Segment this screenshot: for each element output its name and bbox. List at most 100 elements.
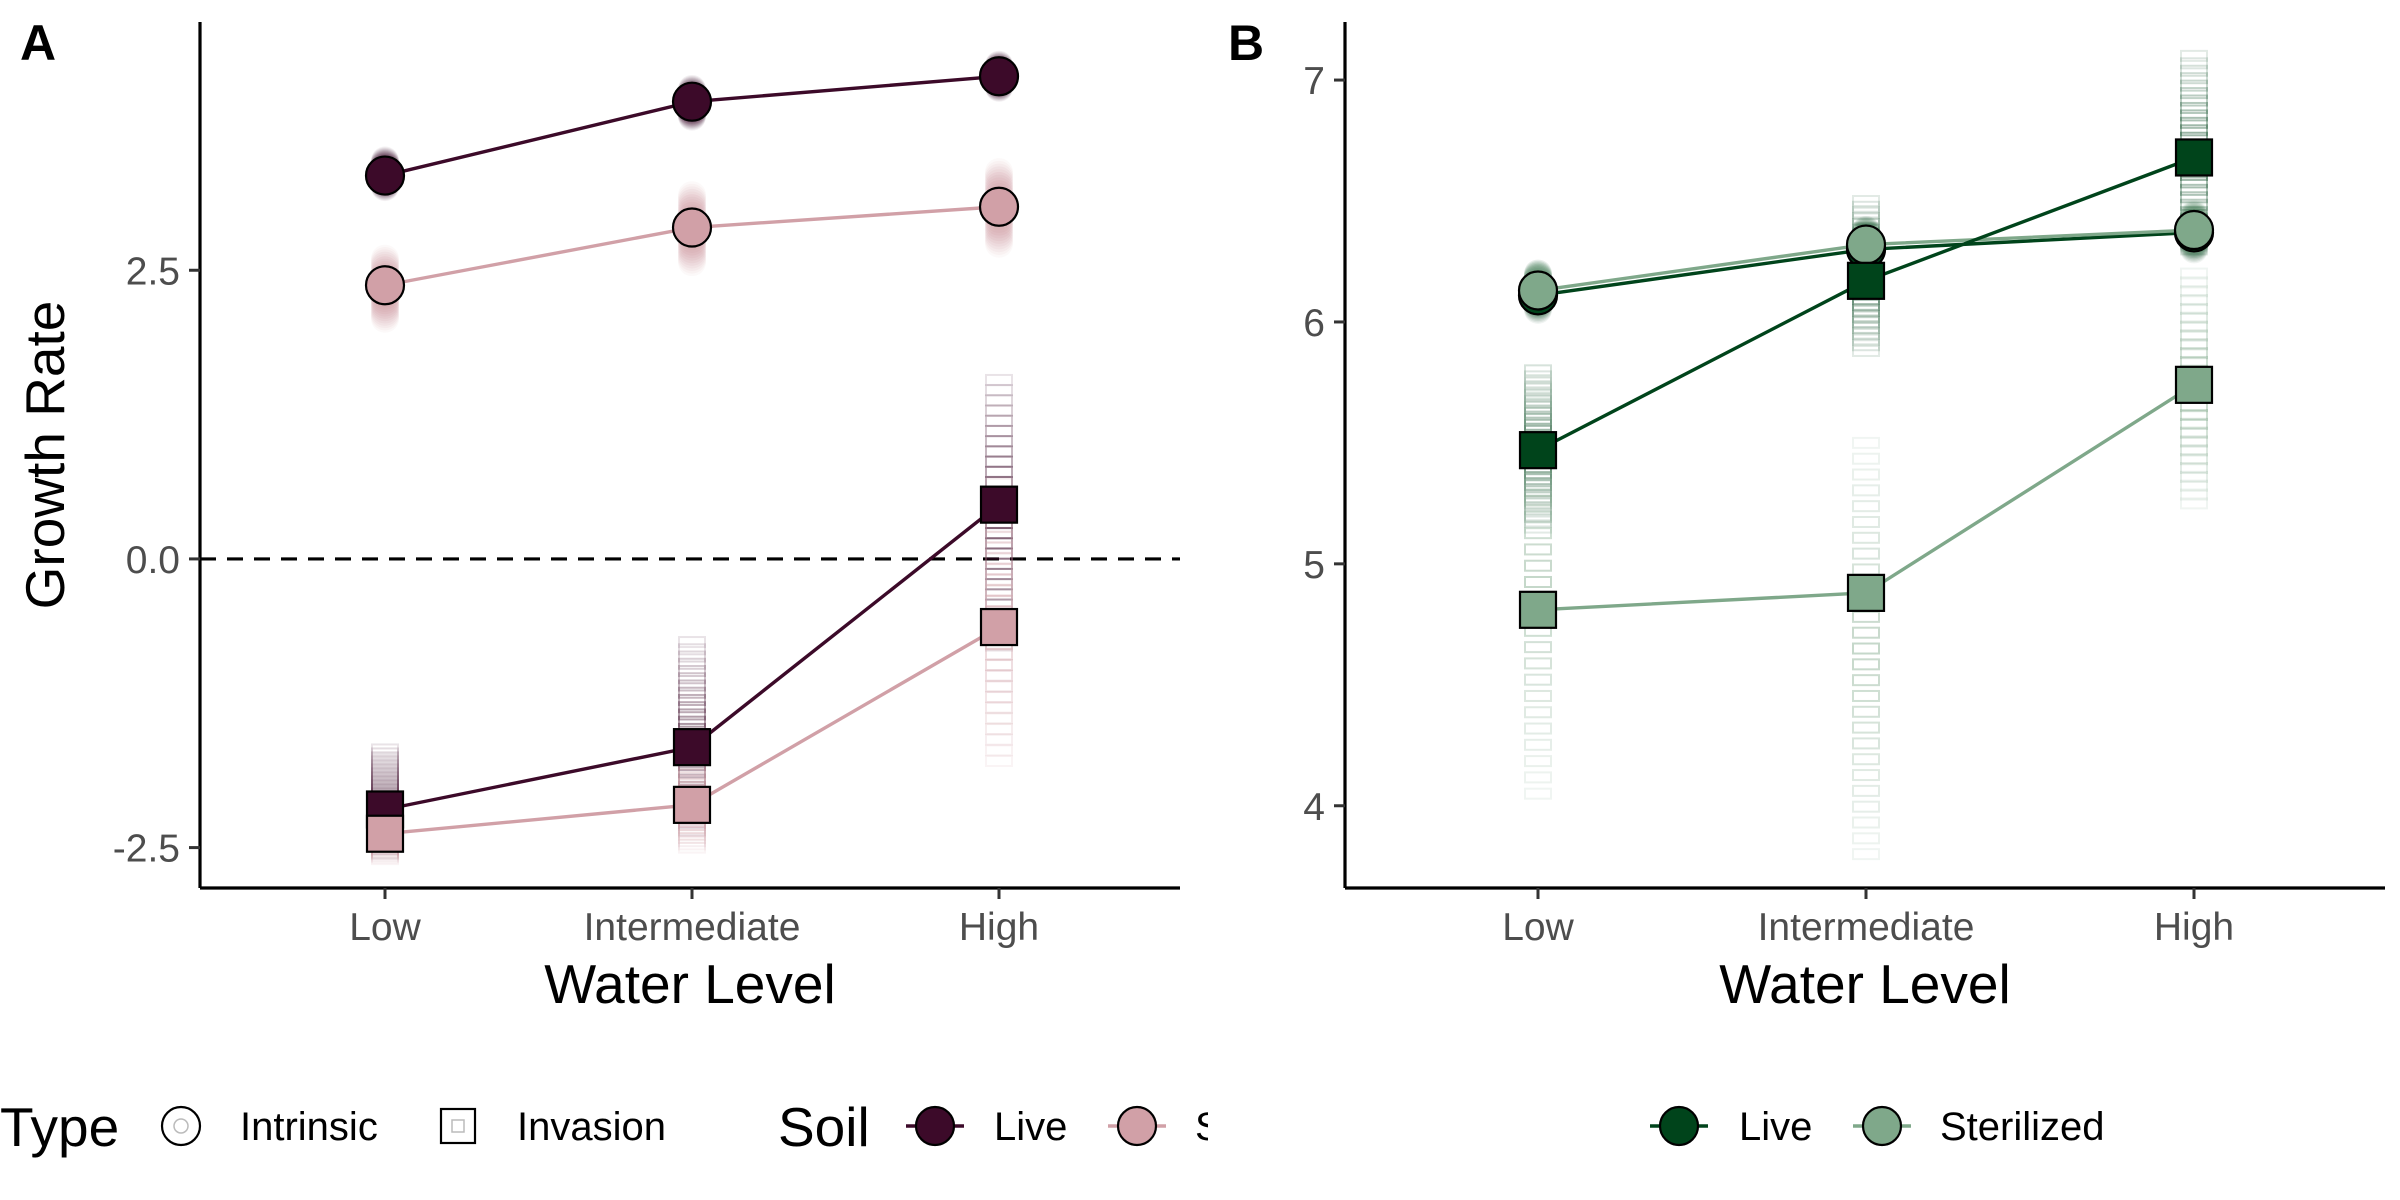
mean-point-live-invasion	[672, 728, 712, 767]
sample-point	[1852, 333, 1880, 346]
sample-band-group-sterilized-invasion	[1524, 267, 2208, 861]
sample-point	[1524, 527, 1552, 540]
sample-point	[1524, 485, 1552, 498]
sample-point	[1852, 339, 1880, 352]
legend-key-live	[914, 1105, 956, 1147]
sample-point	[2180, 57, 2208, 70]
sample-point	[1852, 310, 1880, 323]
sample-point	[1852, 705, 1880, 718]
sample-point	[678, 665, 706, 678]
sample-point	[2180, 109, 2208, 122]
sample-point	[985, 527, 1013, 540]
mean-point-live-intrinsic	[364, 155, 406, 196]
sample-point	[1852, 500, 1880, 513]
sample-point	[678, 186, 706, 215]
sample-point	[2180, 453, 2208, 466]
legend-key-sterilized	[1861, 1105, 1903, 1147]
sample-point	[985, 588, 1013, 601]
sample-point	[1524, 376, 1552, 389]
legend-key-sterilized	[1116, 1105, 1158, 1147]
sample-point	[1524, 473, 1552, 486]
mean-point-sterilized-invasion	[979, 607, 1019, 647]
sample-point	[1524, 706, 1552, 719]
sample-point	[985, 648, 1013, 661]
sample-point	[985, 541, 1013, 554]
sample-point	[2180, 124, 2208, 137]
sample-point	[371, 751, 399, 764]
sample-point	[678, 693, 706, 706]
sample-point	[2180, 285, 2208, 298]
sample-point	[2180, 444, 2208, 457]
sample-point	[1524, 413, 1552, 426]
sample-point	[2180, 497, 2208, 510]
sample-point	[1852, 327, 1880, 340]
legend-key-intrinsic-inner	[173, 1118, 189, 1134]
sample-point	[678, 643, 706, 656]
sample-point	[678, 773, 706, 786]
sample-point	[678, 701, 706, 714]
sample-point	[2180, 417, 2208, 430]
sample-point	[1524, 509, 1552, 522]
sample-point	[1852, 721, 1880, 734]
sample-point	[371, 300, 399, 329]
sample-point	[678, 181, 706, 210]
sample-point	[985, 384, 1013, 397]
sample-point	[2180, 408, 2208, 421]
sample-point	[1524, 641, 1552, 654]
mean-point-sterilized-intrinsic	[671, 207, 713, 248]
sample-point	[1524, 497, 1552, 510]
sample-point	[371, 775, 399, 788]
sample-point	[985, 163, 1013, 192]
sample-point	[985, 584, 1013, 597]
sample-point	[678, 831, 706, 844]
mean-point-live-intrinsic	[671, 81, 713, 122]
sample-point	[1524, 515, 1552, 528]
sample-point	[678, 686, 706, 699]
legend-label-invasion: Invasion	[517, 1105, 666, 1149]
sample-point	[371, 244, 399, 273]
sample-point	[1852, 304, 1880, 317]
sample-point	[985, 733, 1013, 746]
sample-point	[678, 650, 706, 663]
sample-point	[2180, 64, 2208, 77]
sample-point	[678, 636, 706, 649]
y-tick-label: 5	[1303, 544, 1325, 587]
sample-point	[371, 297, 399, 326]
sample-point	[1524, 738, 1552, 751]
sample-point	[985, 455, 1013, 468]
sample-point	[985, 691, 1013, 704]
sample-point	[2180, 329, 2208, 342]
x-tick-label: High	[2154, 906, 2234, 949]
sample-point	[2180, 94, 2208, 107]
sample-point	[985, 218, 1013, 247]
legend-label-live: Live	[1739, 1105, 1812, 1149]
sample-point	[1852, 832, 1880, 845]
sample-point	[985, 229, 1013, 258]
sample-point	[985, 537, 1013, 550]
sample-point	[371, 755, 399, 768]
sample-point	[678, 841, 706, 854]
sample-point	[2180, 338, 2208, 351]
sample-point	[678, 245, 706, 274]
sample-point	[1524, 491, 1552, 504]
sample-point	[1852, 344, 1880, 357]
sample-point	[678, 824, 706, 837]
sample-point	[1524, 478, 1552, 491]
sample-point	[2180, 87, 2208, 100]
sample-point	[2180, 49, 2208, 62]
sample-point	[1524, 394, 1552, 407]
sample-point	[371, 763, 399, 776]
sample-point	[985, 221, 1013, 250]
sample-point	[2180, 198, 2208, 211]
sample-point	[2180, 267, 2208, 280]
y-tick-label: 6	[1303, 302, 1325, 345]
mean-point-live-intrinsic	[978, 56, 1020, 97]
sample-point	[985, 563, 1013, 576]
sample-point	[2180, 176, 2208, 189]
sample-point	[1524, 575, 1552, 588]
sample-point	[985, 414, 1013, 427]
panel-b-growth-rate-chart: 4 5 6 7 Low Intermediate High Water Level B	[1228, 15, 2385, 1015]
sample-point	[1524, 722, 1552, 735]
sample-point	[1524, 364, 1552, 377]
